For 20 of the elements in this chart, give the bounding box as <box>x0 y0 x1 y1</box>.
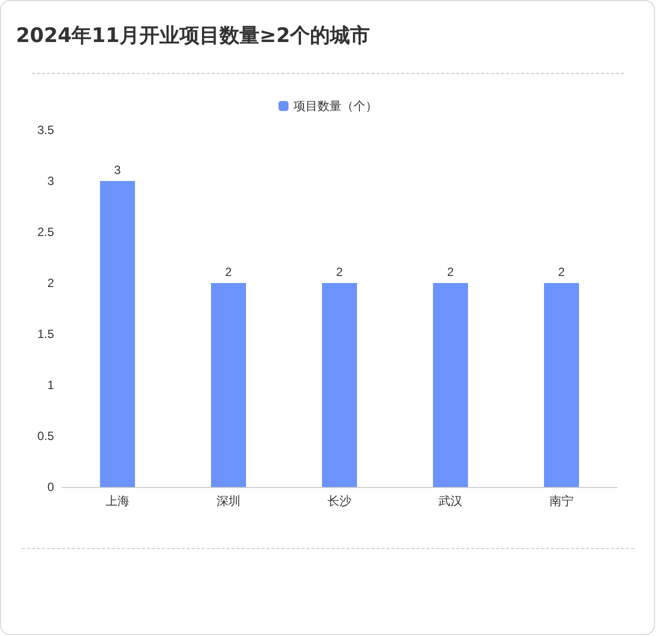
y-tick-label: 3.5 <box>37 123 54 137</box>
x-tick-label: 长沙 <box>328 494 352 508</box>
legend-label: 项目数量（个） <box>294 99 378 113</box>
data-label: 2 <box>447 265 454 279</box>
x-tick-label: 武汉 <box>438 494 462 508</box>
x-tick-label: 深圳 <box>216 494 240 508</box>
y-tick-label: 0 <box>47 480 54 494</box>
chart-title: 2024年11月开业项目数量≥2个的城市 <box>16 22 370 49</box>
x-tick-label: 上海 <box>106 494 130 508</box>
y-tick-label: 2.5 <box>37 225 54 239</box>
y-tick-label: 0.5 <box>37 429 54 443</box>
data-label: 3 <box>114 163 122 177</box>
y-tick-label: 2 <box>47 276 54 290</box>
y-tick-label: 1.5 <box>37 327 54 341</box>
data-label: 2 <box>225 265 232 279</box>
y-tick-label: 1 <box>47 378 54 392</box>
x-tick-label: 南宁 <box>550 494 574 508</box>
data-label: 2 <box>336 265 344 279</box>
y-tick-label: 3 <box>47 174 54 188</box>
data-label: 2 <box>558 265 566 279</box>
